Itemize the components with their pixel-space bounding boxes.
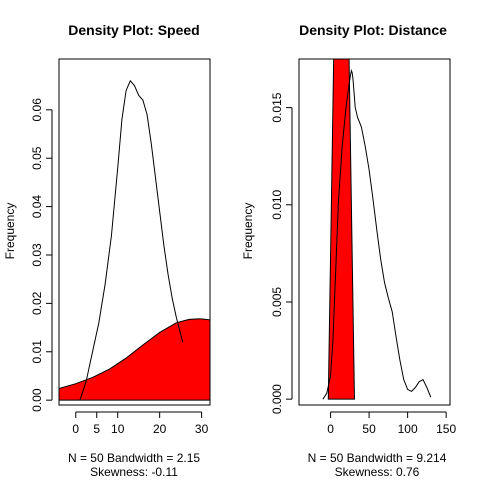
panel-speed-subtitle-2: Skewness: -0.11 bbox=[90, 465, 178, 479]
panel-distance-y-tick-label: 0.010 bbox=[270, 189, 284, 219]
panel-distance-density-line bbox=[322, 68, 432, 400]
panel-speed-y-tick-label: 0.03 bbox=[30, 243, 44, 267]
panel-speed-filled-curve bbox=[59, 318, 210, 401]
panel-distance: Density Plot: Distance Frequency N = 50 … bbox=[241, 22, 456, 479]
panel-speed-x-tick-label: 5 bbox=[93, 422, 100, 436]
panel-speed-y-tick-label: 0.04 bbox=[30, 195, 44, 219]
panel-speed-x-tick-label: 30 bbox=[195, 422, 209, 436]
panel-speed-x-tick-label: 0 bbox=[72, 422, 79, 436]
panel-speed-y-tick-label: 0.06 bbox=[30, 98, 44, 122]
panel-distance-x-tick-label: 0 bbox=[327, 422, 334, 436]
panel-distance-subtitle-1: N = 50 Bandwidth = 9.214 bbox=[308, 451, 447, 465]
panel-speed-title: Density Plot: Speed bbox=[68, 22, 199, 38]
panel-distance-ylabel: Frequency bbox=[241, 203, 255, 260]
panel-distance-subtitle-2: Skewness: 0.76 bbox=[335, 465, 420, 479]
panel-speed-subtitle-1: N = 50 Bandwidth = 2.15 bbox=[68, 451, 200, 465]
panel-distance-filled-curve bbox=[327, 59, 355, 400]
panel-speed-plot-frame bbox=[58, 58, 211, 406]
panel-distance-y-tick-label: 0.005 bbox=[270, 287, 284, 317]
panel-distance-plot-frame bbox=[298, 58, 451, 406]
panel-speed-x-tick-label: 10 bbox=[111, 422, 125, 436]
panel-speed-x-tick-label: 20 bbox=[153, 422, 167, 436]
panel-distance-x-tick-label: 100 bbox=[398, 422, 418, 436]
panel-distance-x-tick-label: 50 bbox=[362, 422, 376, 436]
panel-speed-y-tick-label: 0.05 bbox=[30, 146, 44, 170]
panel-speed: Density Plot: Speed Frequency N = 50 Ban… bbox=[3, 22, 211, 479]
panel-speed-ylabel: Frequency bbox=[3, 203, 17, 260]
panel-distance-y-tick-label: 0.015 bbox=[270, 92, 284, 122]
panel-speed-y-tick-label: 0.01 bbox=[30, 340, 44, 364]
panel-distance-x-tick-label: 150 bbox=[436, 422, 456, 436]
panel-speed-density-line bbox=[79, 79, 184, 401]
panel-speed-y-tick-label: 0.00 bbox=[30, 388, 44, 412]
panel-speed-y-tick-label: 0.02 bbox=[30, 291, 44, 315]
panel-distance-y-tick-label: 0.000 bbox=[270, 384, 284, 414]
panel-distance-title: Density Plot: Distance bbox=[299, 22, 447, 38]
